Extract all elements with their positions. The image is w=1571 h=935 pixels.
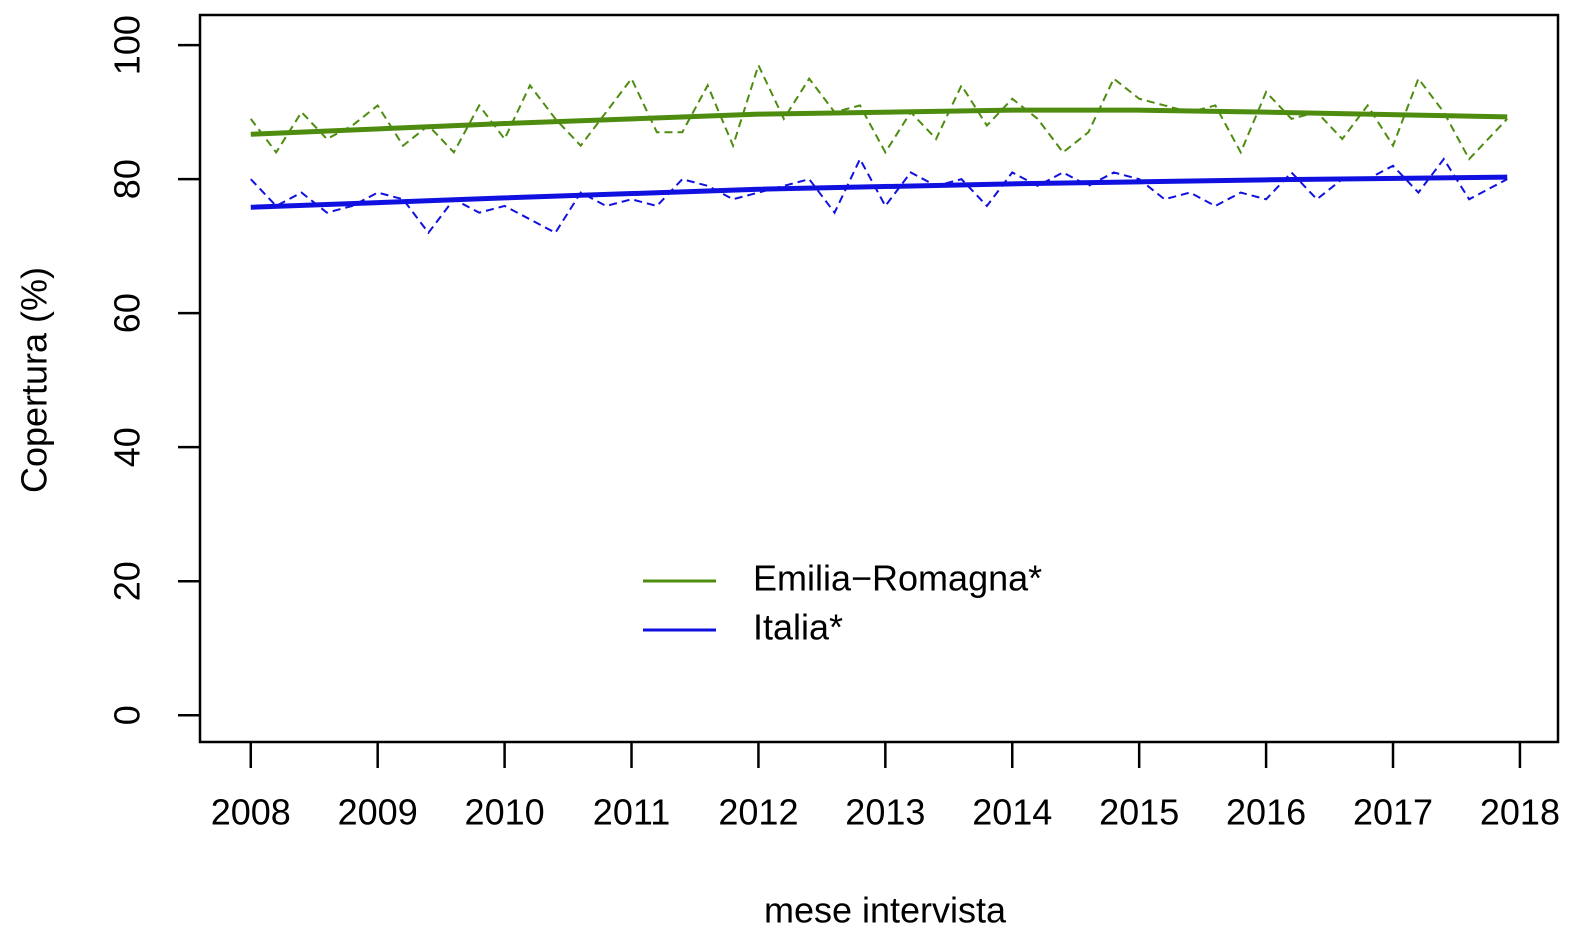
y-tick-label: 0 (107, 705, 148, 725)
trend-line (250, 107, 1508, 137)
y-tick-label: 40 (107, 427, 148, 467)
x-tick-label: 2016 (1226, 792, 1306, 833)
plot-frame (198, 13, 1560, 744)
x-axis-title: mese intervista (764, 890, 1007, 931)
legend-label: Italia* (753, 607, 843, 648)
legend-label: Emilia−Romagna* (753, 558, 1042, 599)
y-axis-title: Copertura (%) (14, 267, 55, 493)
y-tick-label: 20 (107, 561, 148, 601)
x-tick-label: 2013 (845, 792, 925, 833)
x-tick-label: 2018 (1480, 792, 1560, 833)
x-tick-label: 2014 (972, 792, 1052, 833)
data-line (250, 156, 1508, 235)
x-tick-label: 2015 (1099, 792, 1179, 833)
y-tick-label: 60 (107, 293, 148, 333)
trend-line (250, 174, 1508, 210)
y-tick-label: 100 (107, 15, 148, 75)
x-tick-label: 2011 (593, 792, 670, 833)
x-tick-label: 2008 (211, 792, 291, 833)
x-tick-label: 2010 (465, 792, 545, 833)
x-tick-label: 2012 (718, 792, 798, 833)
y-tick-label: 80 (107, 159, 148, 199)
data-line (249, 62, 1508, 161)
x-tick-label: 2009 (338, 792, 418, 833)
x-tick-label: 2017 (1353, 792, 1433, 833)
